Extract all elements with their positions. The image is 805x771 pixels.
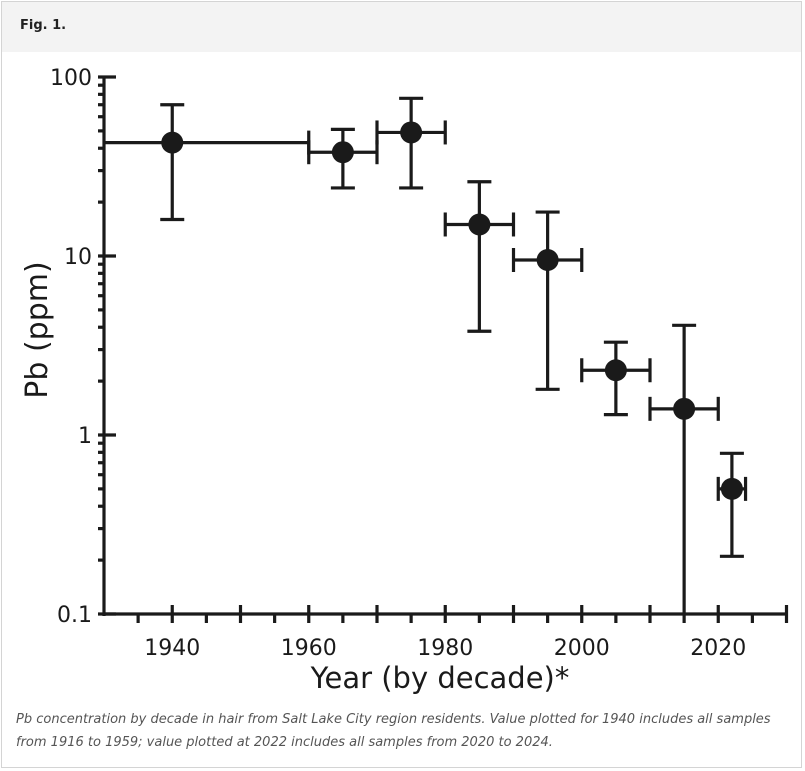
data-point-group — [443, 180, 516, 333]
x-tick-label: 2000 — [554, 636, 610, 661]
x-tick-label: 2020 — [690, 636, 746, 661]
data-point-group — [580, 340, 652, 417]
data-point — [536, 248, 559, 271]
pb-chart: 0.1 1 10 100 1940 1960 1980 2000 2020 Pb (ppm) Y… — [20, 66, 789, 695]
y-tick-label: 1 — [78, 424, 92, 449]
figure-label: Fig. 1. — [20, 18, 67, 33]
figure-header: Fig. 1. — [2, 2, 801, 52]
data-point-group — [375, 96, 447, 190]
data-point — [720, 477, 743, 500]
data-point-group — [511, 210, 584, 391]
figure-caption: Pb concentration by decade in hair from … — [16, 712, 771, 750]
data-point-group — [307, 127, 379, 190]
x-axis-label: Year (by decade)* — [310, 661, 570, 695]
y-tick-label: 100 — [50, 66, 92, 91]
x-tick-label: 1940 — [144, 636, 200, 661]
data-point — [673, 397, 696, 420]
data-point — [468, 213, 491, 236]
x-tick-label: 1960 — [281, 636, 337, 661]
x-tick-label: 1980 — [417, 636, 473, 661]
data-point — [604, 359, 627, 382]
data-point-group — [104, 103, 311, 222]
y-axis-label: Pb (ppm) — [20, 261, 55, 398]
y-tick-label: 0.1 — [57, 603, 92, 628]
data-point-group — [648, 323, 720, 614]
data-point — [400, 121, 423, 144]
y-tick-label: 10 — [64, 245, 92, 270]
data-point — [331, 141, 354, 164]
data-point-group — [716, 451, 748, 558]
data-point — [161, 131, 184, 154]
